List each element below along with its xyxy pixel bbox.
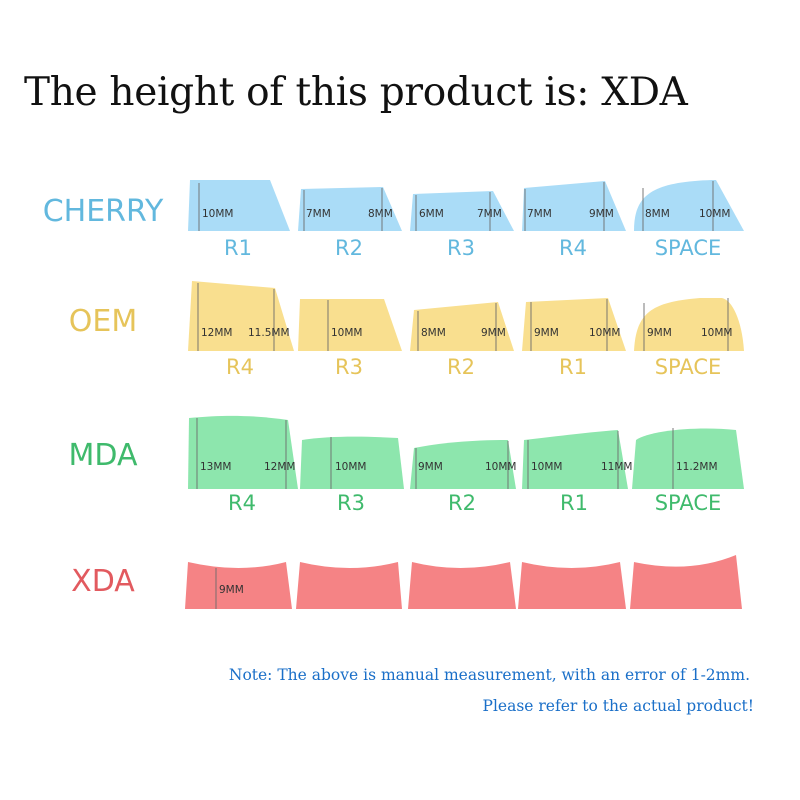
profile-label-oem: OEM [68, 304, 138, 339]
row-label: R1 [224, 236, 252, 260]
height-measurement: 9MM [589, 208, 614, 220]
keycap-shape [185, 562, 292, 609]
note-line-1: Note: The above is manual measurement, w… [228, 666, 750, 684]
height-measurement: 12MM [264, 461, 295, 473]
keycap-cherry-2: 7MM 8MM R2 [298, 187, 402, 260]
row-label: R3 [337, 491, 365, 515]
height-measurement: 9MM [219, 584, 244, 596]
keycap-mda-2: 10MM R3 [300, 436, 404, 515]
keycap-shape [522, 181, 626, 231]
page-title: The height of this product is: XDA [24, 70, 688, 115]
profile-label-xda: XDA [71, 564, 135, 599]
keycap-xda-1: 9MM [185, 562, 292, 609]
keycap-shape [522, 430, 628, 489]
keycap-shape [410, 302, 514, 351]
row-label: R4 [559, 236, 587, 260]
keycap-cherry-1: 10MM R1 [188, 180, 290, 260]
height-measurement: 10MM [335, 461, 366, 473]
keycap-mda-3: 9MM 10MM R2 [410, 440, 516, 515]
keycap-shape [188, 180, 290, 231]
height-measurement: 10MM [485, 461, 516, 473]
keycap-oem-1: 12MM 11.5MM R4 [188, 281, 294, 379]
keycap-shape [410, 440, 516, 489]
keycap-shape [298, 187, 402, 231]
keycap-cherry-4: 7MM 9MM R4 [522, 181, 626, 260]
note-line-2: Please refer to the actual product! [482, 697, 754, 715]
keycap-oem-5: 9MM 10MM SPACE [634, 298, 744, 379]
row-label: R3 [335, 355, 363, 379]
row-label: R2 [447, 355, 475, 379]
keycap-xda-5 [630, 555, 742, 609]
keycap-xda-3 [408, 562, 516, 609]
height-measurement: 10MM [699, 208, 730, 220]
keycap-xda-4 [518, 562, 626, 609]
keycap-shape [408, 562, 516, 609]
row-label: SPACE [655, 355, 722, 379]
height-measurement: 7MM [527, 208, 552, 220]
keycap-xda-2 [296, 562, 402, 609]
row-label: R4 [228, 491, 256, 515]
keycap-cherry-5: 8MM 10MM SPACE [634, 180, 744, 260]
keycap-shape [632, 428, 744, 489]
keycap-oem-4: 9MM 10MM R1 [522, 298, 626, 379]
row-label: SPACE [655, 491, 722, 515]
keycap-oem-3: 8MM 9MM R2 [410, 302, 514, 379]
keycap-oem-2: 10MM R3 [298, 299, 402, 379]
keycap-cherry-3: 6MM 7MM R3 [410, 191, 514, 260]
keycap-shape [300, 436, 404, 489]
height-measurement: 13MM [200, 461, 231, 473]
keycap-shape [522, 298, 626, 351]
keycap-shape [188, 415, 298, 489]
height-measurement: 9MM [534, 327, 559, 339]
keycap-shape [634, 298, 744, 351]
keycap-shape [634, 180, 744, 231]
height-measurement: 10MM [531, 461, 562, 473]
profile-label-cherry: CHERRY [42, 194, 164, 229]
height-measurement: 11MM [601, 461, 632, 473]
keycap-shape [188, 281, 294, 351]
row-label: R1 [559, 355, 587, 379]
height-measurement: 9MM [647, 327, 672, 339]
height-measurement: 10MM [589, 327, 620, 339]
height-measurement: 8MM [645, 208, 670, 220]
row-label: R3 [447, 236, 475, 260]
row-label: R2 [448, 491, 476, 515]
keycap-shape [410, 191, 514, 231]
profile-label-mda: MDA [68, 438, 138, 473]
height-measurement: 11.5MM [248, 327, 290, 339]
keycap-mda-1: 13MM 12MM R4 [188, 415, 298, 515]
keycap-shape [518, 562, 626, 609]
height-measurement: 8MM [421, 327, 446, 339]
height-measurement: 7MM [477, 208, 502, 220]
height-measurement: 9MM [418, 461, 443, 473]
height-measurement: 10MM [202, 208, 233, 220]
row-label: SPACE [655, 236, 722, 260]
row-label: R4 [226, 355, 254, 379]
keycap-mda-4: 10MM 11MM R1 [522, 430, 632, 515]
keycap-shape [296, 562, 402, 609]
height-measurement: 7MM [306, 208, 331, 220]
row-label: R1 [560, 491, 588, 515]
height-measurement: 8MM [368, 208, 393, 220]
keycap-mda-5: 11.2MM SPACE [632, 428, 744, 515]
height-measurement: 10MM [331, 327, 362, 339]
height-measurement: 9MM [481, 327, 506, 339]
height-measurement: 11.2MM [676, 461, 718, 473]
height-measurement: 6MM [419, 208, 444, 220]
height-measurement: 12MM [201, 327, 232, 339]
keycap-shape [630, 555, 742, 609]
row-label: R2 [335, 236, 363, 260]
keycap-shape [298, 299, 402, 351]
height-measurement: 10MM [701, 327, 732, 339]
